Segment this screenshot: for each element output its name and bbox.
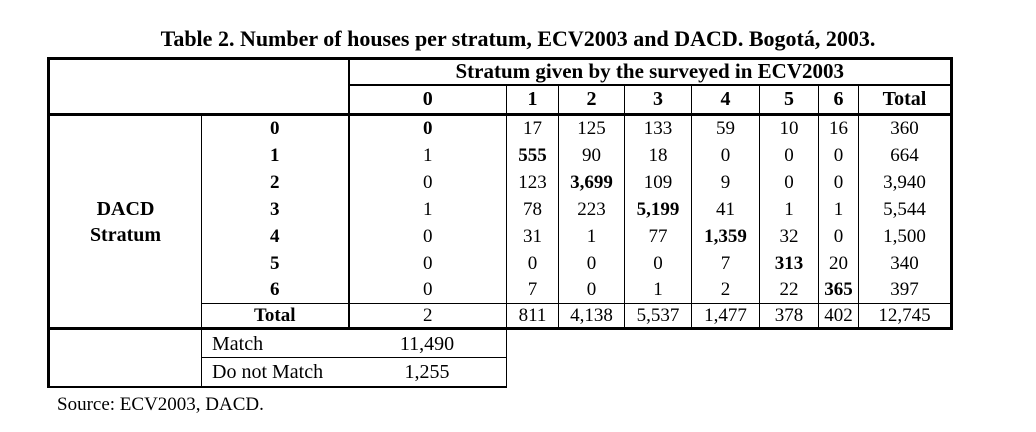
column-group-header: Stratum given by the surveyed in ECV2003 <box>347 57 953 86</box>
data-cell: 1 <box>558 222 625 250</box>
col-header-4: 4 <box>691 84 760 116</box>
empty-cell <box>47 328 202 388</box>
data-cell: 18 <box>624 141 692 169</box>
data-cell: 125 <box>558 114 625 142</box>
no-match-label: Do not Match <box>212 360 324 383</box>
data-cell: 0 <box>624 249 692 277</box>
row-group-header: DACD Stratum <box>47 114 202 330</box>
grand-total-cell: 12,745 <box>858 303 953 330</box>
data-cell: 78 <box>506 195 559 223</box>
data-cell: 31 <box>506 222 559 250</box>
data-cell: 1 <box>347 141 507 169</box>
total-cell: 5,537 <box>624 303 692 330</box>
source-note: Source: ECV2003, DACD. <box>57 394 264 415</box>
data-cell: 59 <box>691 114 760 142</box>
row-group-header-line1: DACD <box>96 197 155 220</box>
data-cell: 3,699 <box>558 168 625 196</box>
data-cell: 20 <box>818 249 859 277</box>
data-cell: 2 <box>691 276 760 304</box>
row-group-header-line2: Stratum <box>89 223 162 246</box>
data-cell: 133 <box>624 114 692 142</box>
data-cell: 10 <box>759 114 819 142</box>
match-value: 11,490 <box>399 332 455 355</box>
row-label-6: 6 <box>201 276 350 304</box>
data-cell: 0 <box>347 114 507 142</box>
data-cell: 365 <box>818 276 859 304</box>
data-cell: 0 <box>347 276 507 304</box>
data-cell: 41 <box>691 195 760 223</box>
row-label-4: 4 <box>201 222 350 250</box>
data-cell: 0 <box>759 168 819 196</box>
data-cell: 16 <box>818 114 859 142</box>
data-cell: 1 <box>347 195 507 223</box>
match-row: Match 11,490 <box>201 328 507 358</box>
data-cell: 0 <box>818 222 859 250</box>
row-total-cell: 340 <box>858 249 953 277</box>
data-cell: 1,359 <box>691 222 760 250</box>
data-cell: 0 <box>558 276 625 304</box>
col-header-3: 3 <box>624 84 692 116</box>
data-cell: 0 <box>506 249 559 277</box>
col-header-6: 6 <box>818 84 859 116</box>
corner-cell <box>47 57 350 116</box>
data-cell: 77 <box>624 222 692 250</box>
data-cell: 22 <box>759 276 819 304</box>
data-cell: 0 <box>691 141 760 169</box>
total-cell: 378 <box>759 303 819 330</box>
data-cell: 109 <box>624 168 692 196</box>
table-title: Table 2. Number of houses per stratum, E… <box>160 26 876 51</box>
data-cell: 0 <box>347 222 507 250</box>
col-header-1: 1 <box>506 84 559 116</box>
data-cell: 555 <box>506 141 559 169</box>
row-total-cell: 1,500 <box>858 222 953 250</box>
data-cell: 17 <box>506 114 559 142</box>
row-label-5: 5 <box>201 249 350 277</box>
col-header-0: 0 <box>347 84 507 116</box>
row-total-cell: 360 <box>858 114 953 142</box>
total-cell: 2 <box>347 303 507 330</box>
data-cell: 123 <box>506 168 559 196</box>
row-label-3: 3 <box>201 195 350 223</box>
total-cell: 811 <box>506 303 559 330</box>
total-row-label: Total <box>201 303 350 330</box>
data-cell: 223 <box>558 195 625 223</box>
data-cell: 313 <box>759 249 819 277</box>
data-cell: 0 <box>818 168 859 196</box>
row-total-cell: 5,544 <box>858 195 953 223</box>
data-cell: 1 <box>818 195 859 223</box>
col-header-2: 2 <box>558 84 625 116</box>
stratum-table: Stratum given by the surveyed in ECV2003… <box>47 57 953 388</box>
data-cell: 0 <box>558 249 625 277</box>
data-cell: 32 <box>759 222 819 250</box>
col-header-5: 5 <box>759 84 819 116</box>
row-label-0: 0 <box>201 114 350 142</box>
total-cell: 1,477 <box>691 303 760 330</box>
row-total-cell: 397 <box>858 276 953 304</box>
no-match-row: Do not Match 1,255 <box>201 357 507 388</box>
data-cell: 0 <box>818 141 859 169</box>
data-cell: 1 <box>759 195 819 223</box>
match-label: Match <box>212 332 264 355</box>
col-header-total: Total <box>858 84 953 116</box>
row-label-2: 2 <box>201 168 350 196</box>
row-total-cell: 664 <box>858 141 953 169</box>
total-cell: 402 <box>818 303 859 330</box>
data-cell: 9 <box>691 168 760 196</box>
spacer <box>507 358 952 387</box>
spacer <box>507 329 952 358</box>
data-cell: 0 <box>347 168 507 196</box>
no-match-value: 1,255 <box>404 360 450 383</box>
data-cell: 5,199 <box>624 195 692 223</box>
row-total-cell: 3,940 <box>858 168 953 196</box>
data-cell: 7 <box>506 276 559 304</box>
data-cell: 0 <box>347 249 507 277</box>
data-cell: 1 <box>624 276 692 304</box>
data-cell: 7 <box>691 249 760 277</box>
data-cell: 0 <box>759 141 819 169</box>
total-cell: 4,138 <box>558 303 625 330</box>
row-label-1: 1 <box>201 141 350 169</box>
data-cell: 90 <box>558 141 625 169</box>
